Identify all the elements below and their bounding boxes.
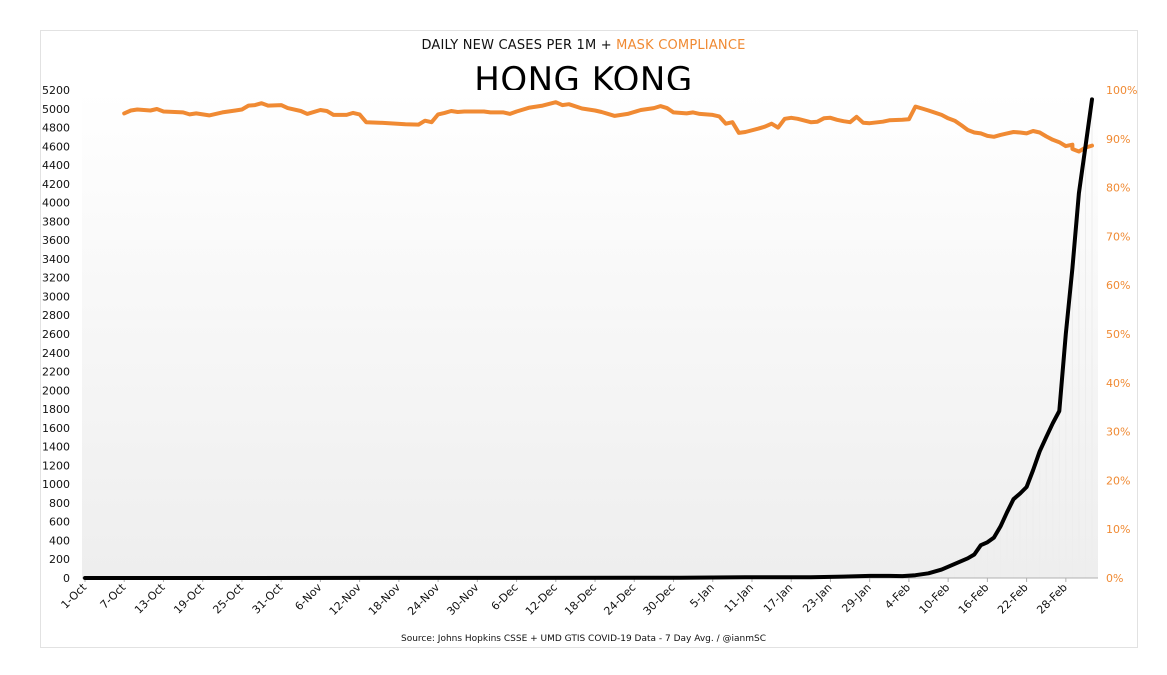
chart-subtitle: DAILY NEW CASES PER 1M + MASK COMPLIANCE: [0, 38, 1167, 53]
left-tick-label: 3000: [42, 290, 70, 303]
left-tick-label: 2400: [42, 347, 70, 360]
subtitle-mask: MASK COMPLIANCE: [616, 38, 746, 53]
x-tick-label: 30-Dec: [641, 581, 678, 618]
left-tick-label: 1600: [42, 422, 70, 435]
left-tick-label: 4000: [42, 197, 70, 210]
left-tick-label: 2600: [42, 328, 70, 341]
left-tick-label: 5200: [42, 84, 70, 97]
left-tick-label: 200: [49, 553, 70, 566]
x-tick-label: 17-Jan: [761, 581, 795, 615]
left-tick-label: 3800: [42, 215, 70, 228]
x-tick-label: 13-Oct: [132, 580, 168, 616]
left-tick-label: 4800: [42, 122, 70, 135]
left-tick-label: 400: [49, 534, 70, 547]
right-tick-label: 100%: [1106, 84, 1137, 97]
x-tick-label: 10-Feb: [917, 581, 953, 617]
series-line-mask-compliance: [122, 100, 1094, 154]
plot-background: [82, 90, 1098, 578]
source-note: Source: Johns Hopkins CSSE + UMD GTIS CO…: [400, 634, 766, 644]
x-tick-label: 16-Feb: [956, 581, 992, 617]
right-tick-label: 80%: [1106, 182, 1130, 195]
left-tick-label: 3400: [42, 253, 70, 266]
left-tick-label: 3200: [42, 272, 70, 285]
x-tick-label: 24-Dec: [601, 581, 638, 618]
left-tick-label: 2800: [42, 309, 70, 322]
x-tick-label: 23-Jan: [800, 581, 834, 615]
right-tick-label: 30%: [1106, 426, 1130, 439]
left-tick-label: 3600: [42, 234, 70, 247]
left-tick-label: 800: [49, 497, 70, 510]
right-tick-label: 70%: [1106, 230, 1130, 243]
x-tick-label: 6-Dec: [489, 581, 521, 613]
right-tick-label: 60%: [1106, 279, 1130, 292]
x-tick-label: 12-Dec: [523, 581, 560, 618]
x-tick-label: 7-Oct: [98, 580, 129, 611]
left-tick-label: 1200: [42, 459, 70, 472]
left-tick-label: 1800: [42, 403, 70, 416]
x-tick-label: 12-Nov: [327, 581, 364, 618]
x-tick-label: 25-Oct: [210, 580, 246, 616]
x-tick-label: 11-Jan: [722, 581, 756, 615]
right-tick-label: 90%: [1106, 133, 1130, 146]
x-tick-label: 18-Dec: [562, 581, 599, 618]
x-tick-label: 18-Nov: [366, 581, 403, 618]
x-axis-ticks: 1-Oct 7-Oct 13-Oct 19-Oct 25-Oct 31-Oct 6-Nov 1…: [59, 578, 1070, 618]
x-tick-label: 24-Nov: [405, 581, 442, 618]
cases-area-group: [921, 99, 1093, 578]
x-tick-label: 29-Jan: [839, 581, 873, 615]
right-axis-ticks: 0% 10% 20% 30% 40% 50% 60% 70% 80% 90% 100%: [1106, 84, 1137, 585]
x-tick-label: 6-Nov: [292, 581, 324, 613]
x-tick-label: 22-Feb: [995, 581, 1031, 617]
left-tick-label: 0: [63, 572, 70, 585]
left-tick-label: 4200: [42, 178, 70, 191]
left-tick-label: 2200: [42, 366, 70, 379]
x-tick-label: 4-Feb: [882, 581, 913, 612]
left-tick-label: 600: [49, 516, 70, 529]
right-tick-label: 40%: [1106, 377, 1130, 390]
right-tick-label: 20%: [1106, 474, 1130, 487]
x-tick-label: 1-Oct: [59, 580, 90, 611]
series-line-daily-new-cases: [83, 97, 1094, 580]
x-tick-label: 30-Nov: [444, 581, 481, 618]
subtitle-cases: DAILY NEW CASES PER 1M +: [421, 38, 617, 53]
right-tick-label: 0%: [1106, 572, 1123, 585]
left-tick-label: 4400: [42, 159, 70, 172]
left-tick-label: 4600: [42, 140, 70, 153]
left-tick-label: 5000: [42, 103, 70, 116]
x-tick-label: 28-Feb: [1034, 581, 1070, 617]
left-axis-ticks: 0 200 400 600 800 1000 1200 1400 1600 1800 2000 220…: [42, 84, 70, 585]
x-tick-label: 31-Oct: [250, 580, 286, 616]
right-tick-label: 10%: [1106, 523, 1130, 536]
x-tick-label: 5-Jan: [687, 581, 716, 610]
left-tick-label: 1400: [42, 441, 70, 454]
left-tick-label: 1000: [42, 478, 70, 491]
right-tick-label: 50%: [1106, 328, 1130, 341]
left-tick-label: 2000: [42, 384, 70, 397]
x-tick-label: 19-Oct: [171, 580, 207, 616]
